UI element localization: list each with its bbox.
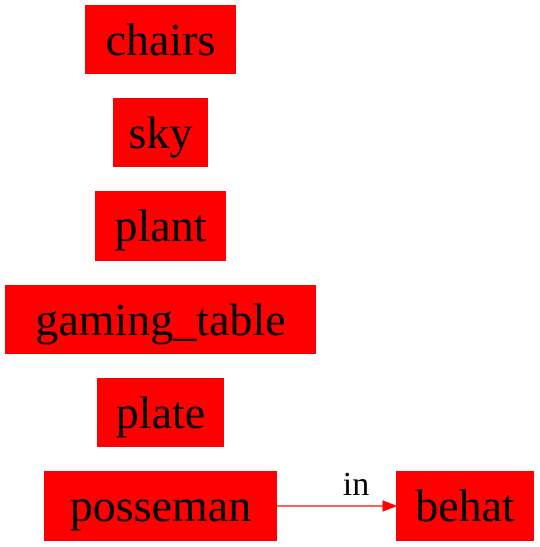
node-label: chairs xyxy=(105,13,216,65)
edge-label: in xyxy=(343,466,369,503)
node-plate: plate xyxy=(97,378,224,447)
node-label: gaming_table xyxy=(35,293,286,345)
node-sky: sky xyxy=(113,98,208,167)
node-label: posseman xyxy=(69,480,252,531)
node-gaming-table: gaming_table xyxy=(5,285,316,354)
node-chairs: chairs xyxy=(85,5,236,74)
node-label: sky xyxy=(128,106,193,158)
node-label: plate xyxy=(115,386,206,438)
node-posseman: posseman xyxy=(44,471,277,541)
edge-arrowhead xyxy=(382,500,398,512)
edge-posseman-behat: in xyxy=(277,466,398,512)
node-plant: plant xyxy=(95,191,226,261)
node-behat: behat xyxy=(396,471,534,541)
node-label: behat xyxy=(415,480,515,531)
node-label: plant xyxy=(114,200,207,251)
